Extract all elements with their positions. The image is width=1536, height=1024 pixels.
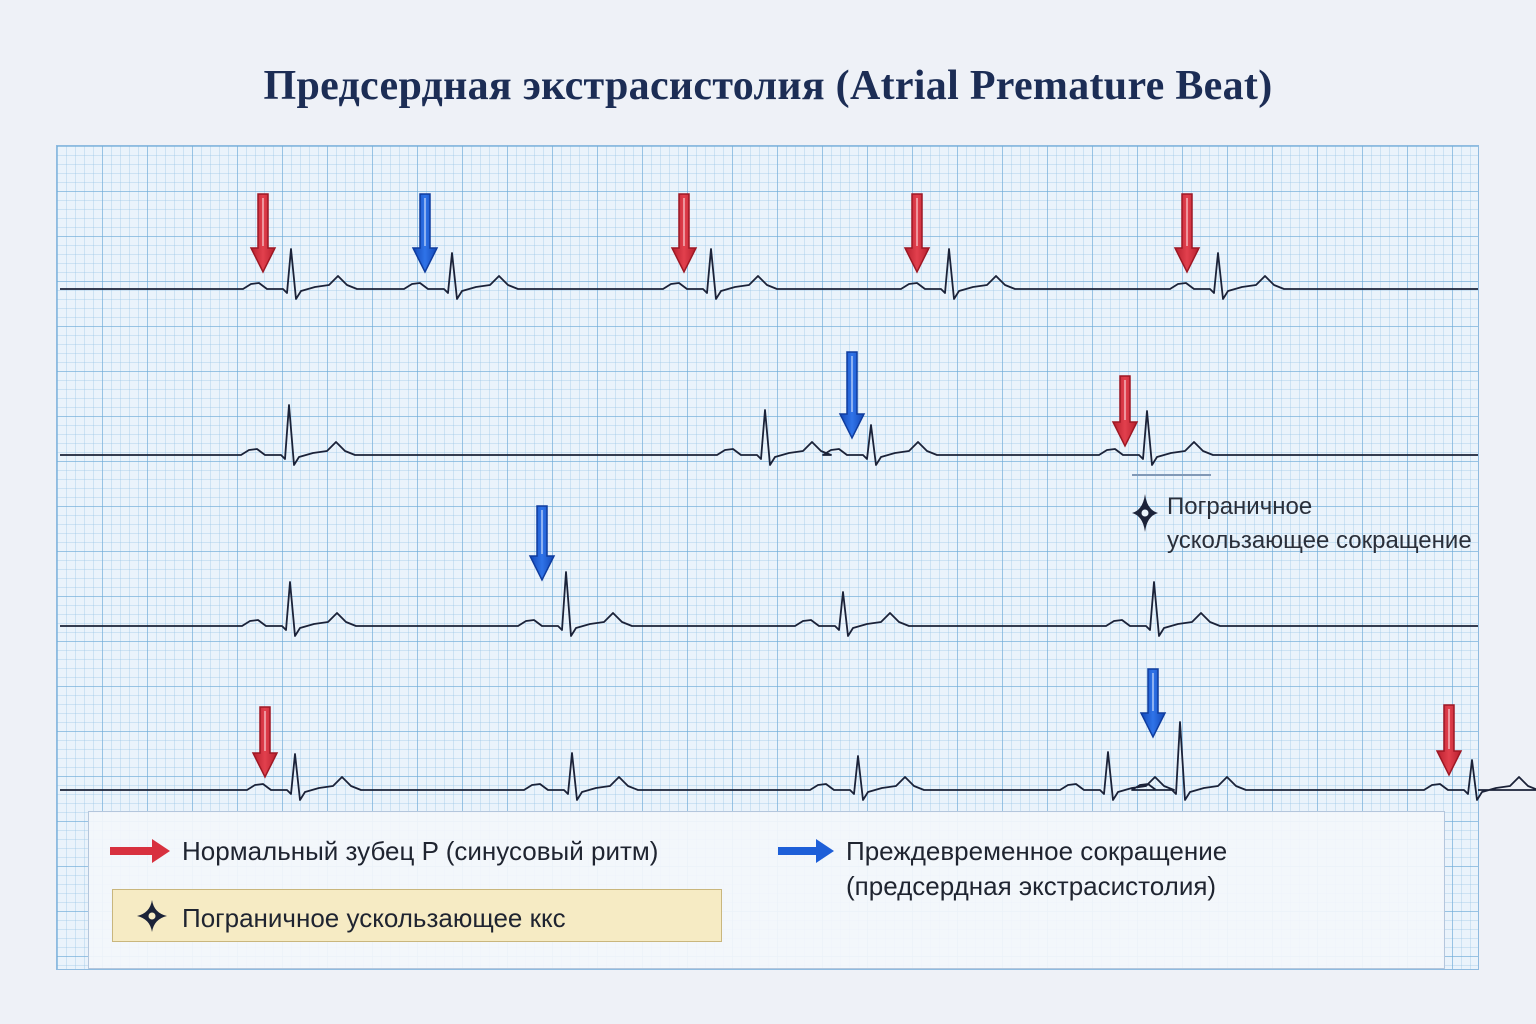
- blue-arrow-icon: [528, 505, 556, 582]
- legend-borderline-label: Пограничное ускользающее ккс: [182, 903, 566, 933]
- red-arrow-icon: [110, 839, 170, 863]
- red-arrow-icon: [1111, 375, 1139, 448]
- ecg-trace-strip-3: [60, 571, 1478, 637]
- blue-arrow-icon: [778, 839, 834, 863]
- diagram-title: Предсердная экстрасистолия (Atrial Prema…: [263, 63, 1273, 109]
- legend-borderline-box: [112, 889, 722, 942]
- legend-premature-line-2: (предсердная экстрасистолия): [846, 871, 1217, 901]
- annotation-line-2: ускользающее сокращение: [1167, 527, 1472, 554]
- annotation-line-1: Пограничное: [1167, 493, 1313, 520]
- blue-arrow-icon: [838, 351, 866, 440]
- red-arrow-icon: [670, 193, 698, 274]
- ecg-trace-strip-2: [60, 404, 1478, 466]
- four-point-star-icon: [137, 900, 167, 932]
- red-arrow-icon: [903, 193, 931, 274]
- legend-premature-line-1: Преждевременное сокращение: [846, 836, 1228, 866]
- blue-arrow-icon: [1139, 668, 1167, 739]
- legend-normal-p-label: Нормальный зубец P (синусовый ритм): [182, 836, 659, 866]
- red-arrow-icon: [1435, 704, 1463, 777]
- red-arrow-icon: [1173, 193, 1201, 274]
- red-arrow-icon: [251, 706, 279, 779]
- blue-arrow-icon: [411, 193, 439, 274]
- ecg-trace-strip-4: [60, 721, 1536, 801]
- four-point-star-icon: [1132, 494, 1158, 532]
- ecg-trace-strip-1: [60, 248, 1478, 300]
- red-arrow-icon: [249, 193, 277, 274]
